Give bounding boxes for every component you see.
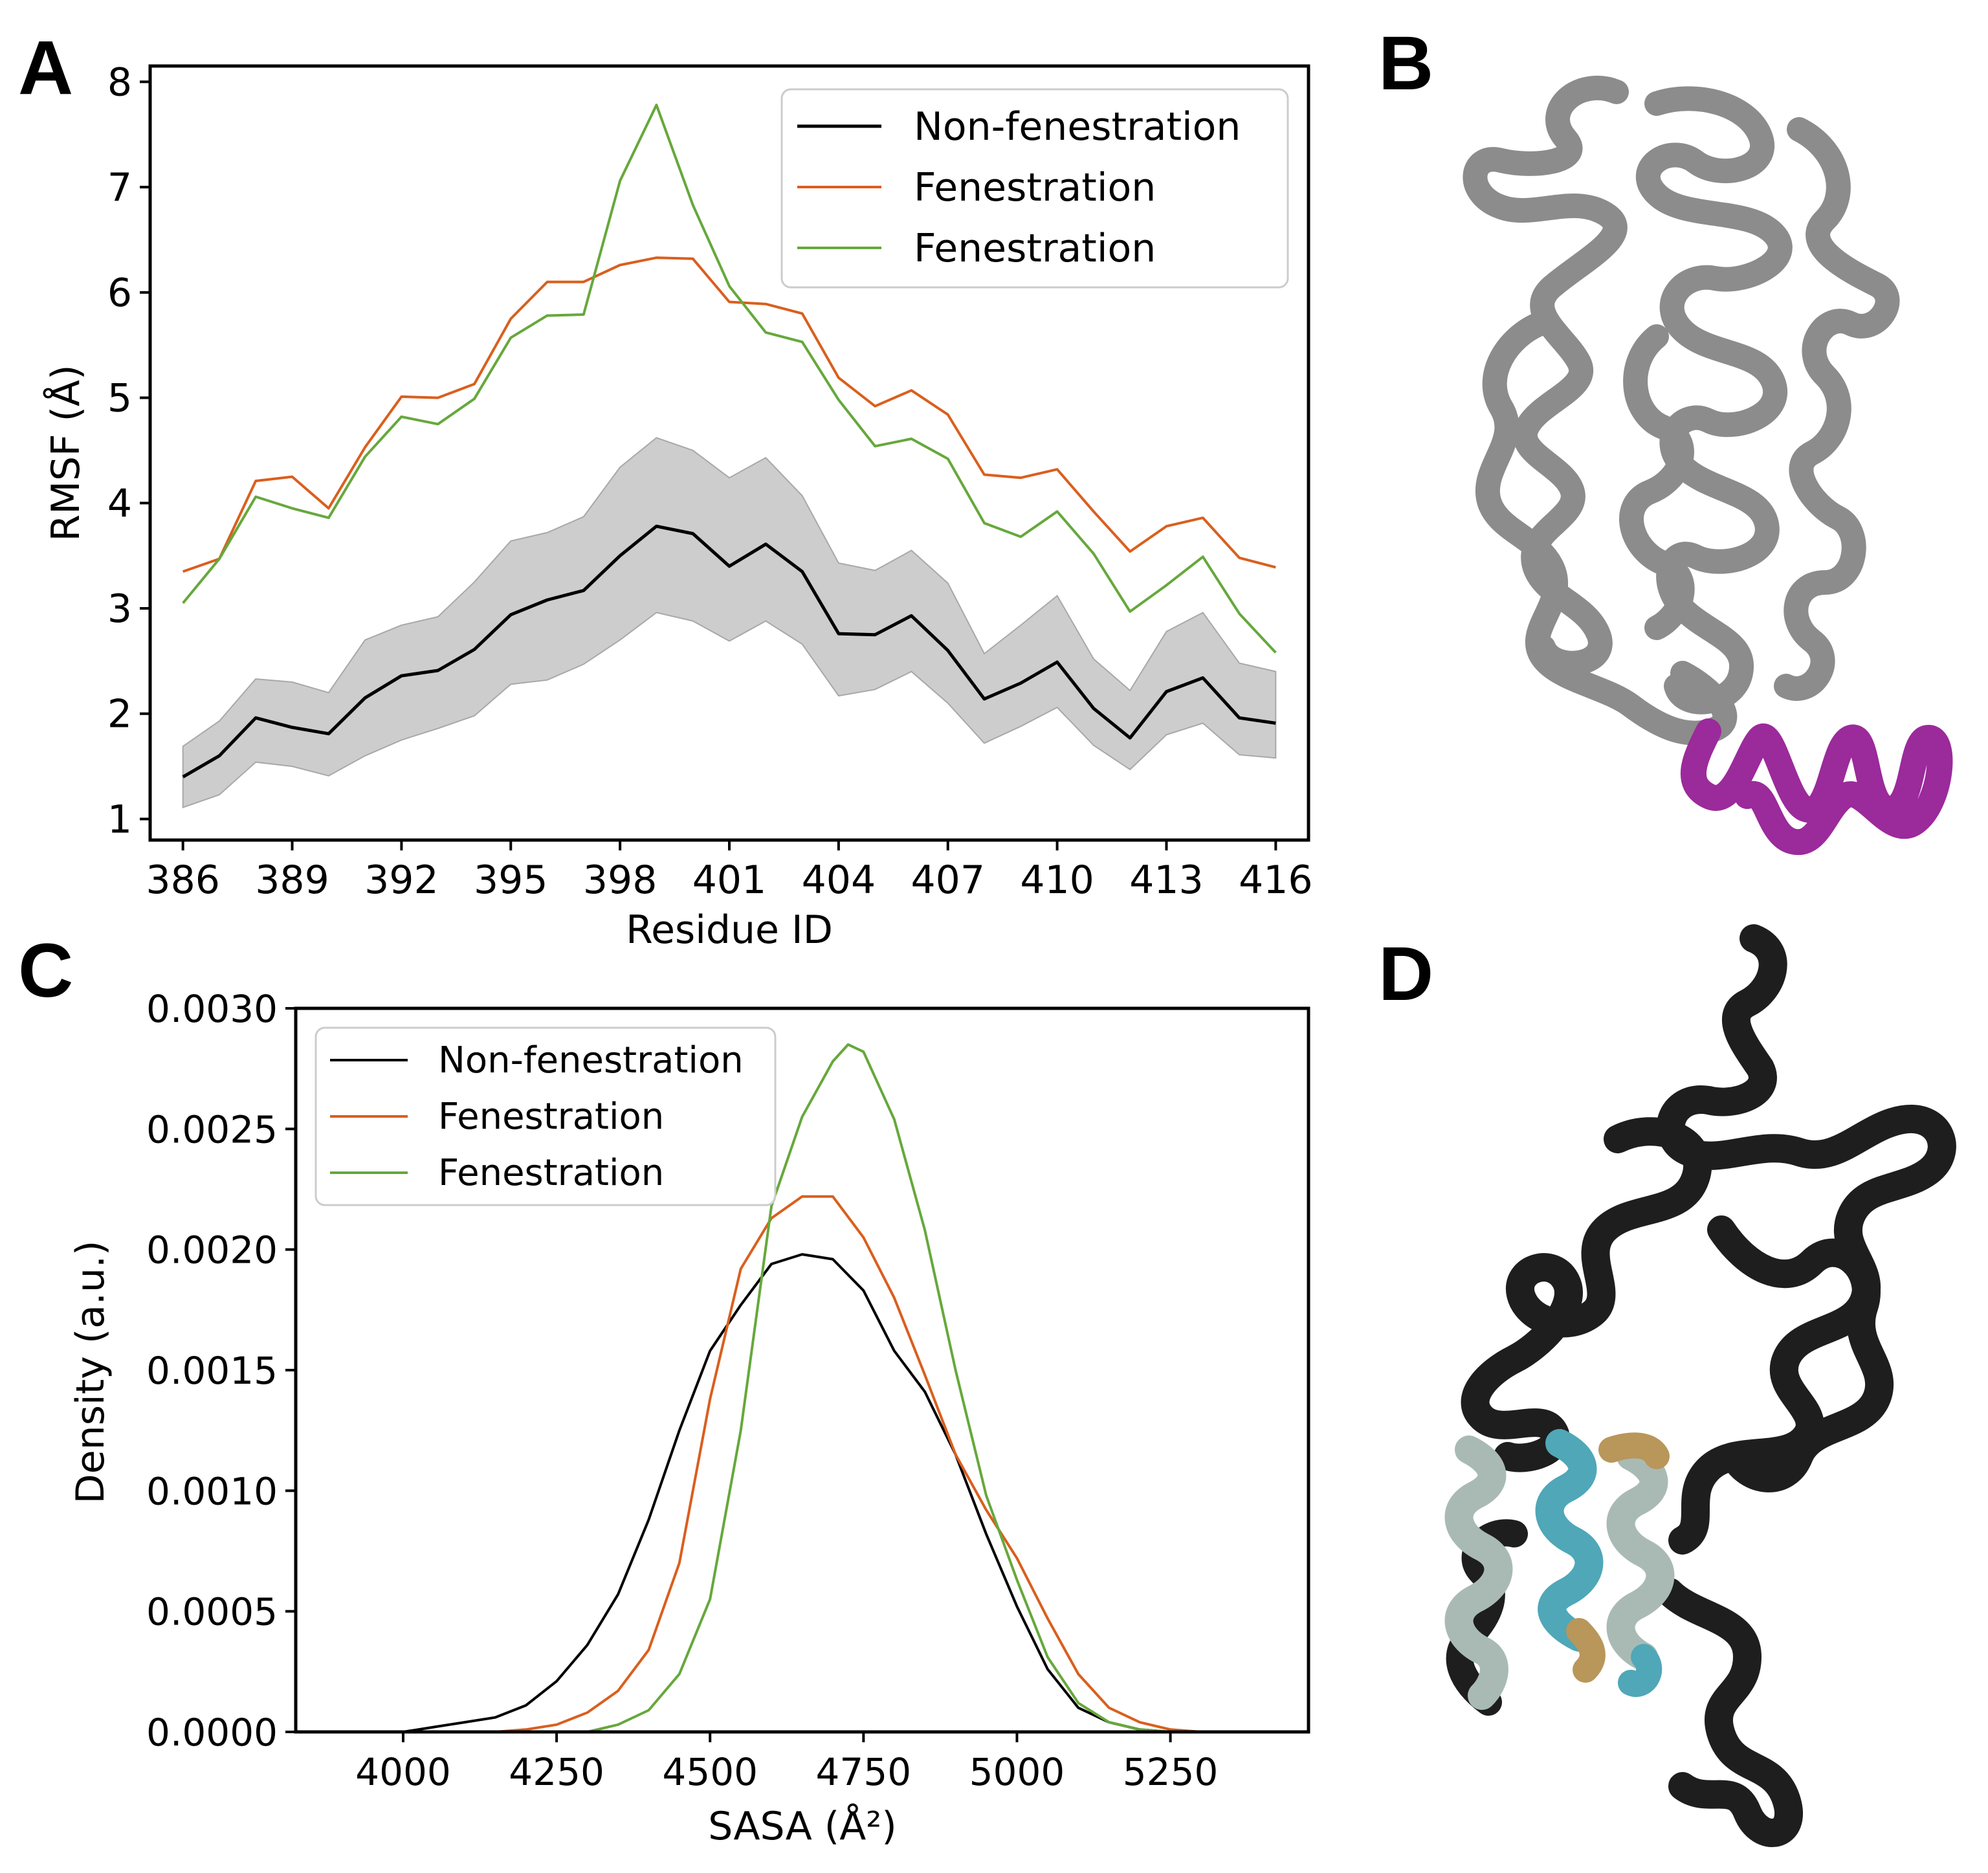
chart-a-x-tick-label-3: 395	[474, 858, 548, 903]
protein-d-helix-2	[1535, 1429, 1604, 1652]
chart-a-band-0	[182, 437, 1277, 809]
chart-a-x-tick-label-6: 404	[802, 858, 876, 903]
chart-c-x-tick-label-1: 4250	[509, 1750, 604, 1794]
protein-d-helix-3	[1606, 1442, 1675, 1671]
chart-a-legend: Non-fenestration Fenestration Fenestrati…	[780, 88, 1289, 289]
chart-c-legend-label-fenestration-2: Fenestration	[438, 1152, 664, 1194]
chart-a-x-tick-label-0: 386	[146, 858, 220, 903]
chart-a-x-tick-label-7: 407	[911, 858, 985, 903]
panel-letter-c: C	[18, 928, 73, 1014]
chart-c-legend-box	[315, 1026, 777, 1206]
chart-a-series-line-0	[182, 524, 1276, 779]
chart-c-x-tick-label-2: 4500	[662, 1750, 758, 1794]
chart-c-x-tick-label-3: 4750	[816, 1750, 912, 1794]
panel-letter-b: B	[1378, 21, 1433, 106]
chart-c-y-tick-label-6: 0.0030	[146, 987, 278, 1031]
panel-letter-d: D	[1378, 931, 1433, 1017]
protein-d-backbone-3	[1707, 1215, 1894, 1492]
protein-structure-b-image	[1463, 76, 1953, 855]
protein-d-helix-tan-segment-2	[1566, 1618, 1606, 1683]
chart-c-y-tick-label-5: 0.0025	[146, 1107, 278, 1151]
chart-a-marks	[182, 104, 1277, 809]
chart-c-x-tick-label-5: 5250	[1123, 1750, 1219, 1794]
chart-a-x-axis-label: Residue ID	[626, 907, 833, 953]
chart-a-y-tick-label-7: 8	[107, 60, 132, 105]
protein-b-backbone-5	[1619, 324, 1695, 640]
chart-a-y-tick-label-3: 4	[107, 481, 132, 526]
chart-c-marks	[403, 1043, 1263, 1733]
chart-a-legend-box	[780, 88, 1289, 289]
chart-c-y-axis-label: Density (a.u.)	[68, 1241, 113, 1504]
chart-a-y-tick-label-0: 1	[107, 797, 132, 842]
chart-a-x-ticks: 386 389 392 395 398 401 404 407 410 413 416	[146, 840, 1313, 903]
chart-a-series-line-1	[182, 256, 1276, 573]
chart-c-y-ticks: 0.0000 0.0005 0.0010 0.0015 0.0020 0.0025 0.00…	[146, 987, 296, 1755]
chart-a-y-tick-label-5: 6	[107, 271, 132, 316]
panel-letter-a: A	[18, 25, 73, 111]
chart-a-x-tick-label-5: 401	[692, 858, 767, 903]
protein-structure-d-image	[1444, 924, 1956, 1847]
chart-c-y-tick-label-0: 0.0000	[146, 1711, 278, 1755]
chart-a-y-axis-label: RMSF (Å)	[43, 365, 89, 542]
chart-a-x-tick-label-9: 413	[1129, 858, 1204, 903]
chart-a-x-tick-label-4: 398	[583, 858, 657, 903]
protein-b-highlight-helix	[1680, 718, 1953, 855]
chart-a-y-tick-label-6: 7	[107, 165, 132, 210]
chart-a-x-tick-label-8: 410	[1020, 858, 1094, 903]
protein-b-backbone-3	[1774, 117, 1900, 701]
chart-c-y-tick-label-4: 0.0020	[146, 1228, 278, 1272]
chart-c-legend-label-fenestration-1: Fenestration	[438, 1096, 664, 1138]
chart-a-x-tick-label-1: 389	[255, 858, 329, 903]
chart-c-y-tick-label-2: 0.0010	[146, 1469, 278, 1513]
protein-d-helix-1	[1444, 1435, 1513, 1710]
protein-d-lower-loop	[1655, 1578, 1803, 1847]
chart-c-legend-label-non-fenestration: Non-fenestration	[438, 1039, 744, 1081]
chart-c-x-axis-label: SASA (Å²)	[708, 1803, 896, 1849]
chart-c-sasa-density: 4000 4250 4500 4750 5000 5250 0.00000.00050.0…	[68, 987, 1310, 1849]
protein-d-helix-cyan-segment	[1618, 1644, 1662, 1697]
chart-a-y-tick-label-4: 5	[107, 376, 132, 421]
chart-c-y-tick-label-1: 0.0005	[146, 1590, 278, 1634]
chart-a-y-tick-label-2: 3	[107, 586, 132, 632]
chart-a-y-tick-label-1: 2	[107, 692, 132, 737]
chart-a-rmsf: 386 389 392 395 398 401 404 407 410 413 416 1 2 3 4 5 6…	[43, 60, 1313, 953]
chart-c-series-line-2	[587, 1043, 1201, 1733]
chart-a-x-tick-label-10: 416	[1239, 858, 1313, 903]
chart-a-legend-label-non-fenestration: Non-fenestration	[914, 104, 1241, 150]
protein-d-helix-tan-segment-1	[1598, 1432, 1670, 1469]
chart-c-x-tick-label-4: 5000	[969, 1750, 1065, 1794]
chart-a-x-tick-label-2: 392	[364, 858, 439, 903]
chart-a-legend-label-fenestration-1: Fenestration	[914, 165, 1156, 210]
protein-d-backbone-2	[1461, 1117, 1712, 1472]
chart-c-y-tick-label-3: 0.0015	[146, 1349, 278, 1393]
chart-a-legend-label-fenestration-2: Fenestration	[914, 226, 1156, 271]
chart-c-x-ticks: 4000 4250 4500 4750 5000 5250	[355, 1732, 1218, 1794]
chart-a-y-ticks: 1 2 3 4 5 6 7 8	[107, 60, 150, 842]
chart-c-x-tick-label-0: 4000	[355, 1750, 451, 1794]
chart-c-series-line-1	[495, 1195, 1263, 1733]
chart-a-series-line-2	[182, 104, 1277, 654]
chart-c-legend: Non-fenestration Fenestration Fenestrati…	[315, 1026, 777, 1206]
